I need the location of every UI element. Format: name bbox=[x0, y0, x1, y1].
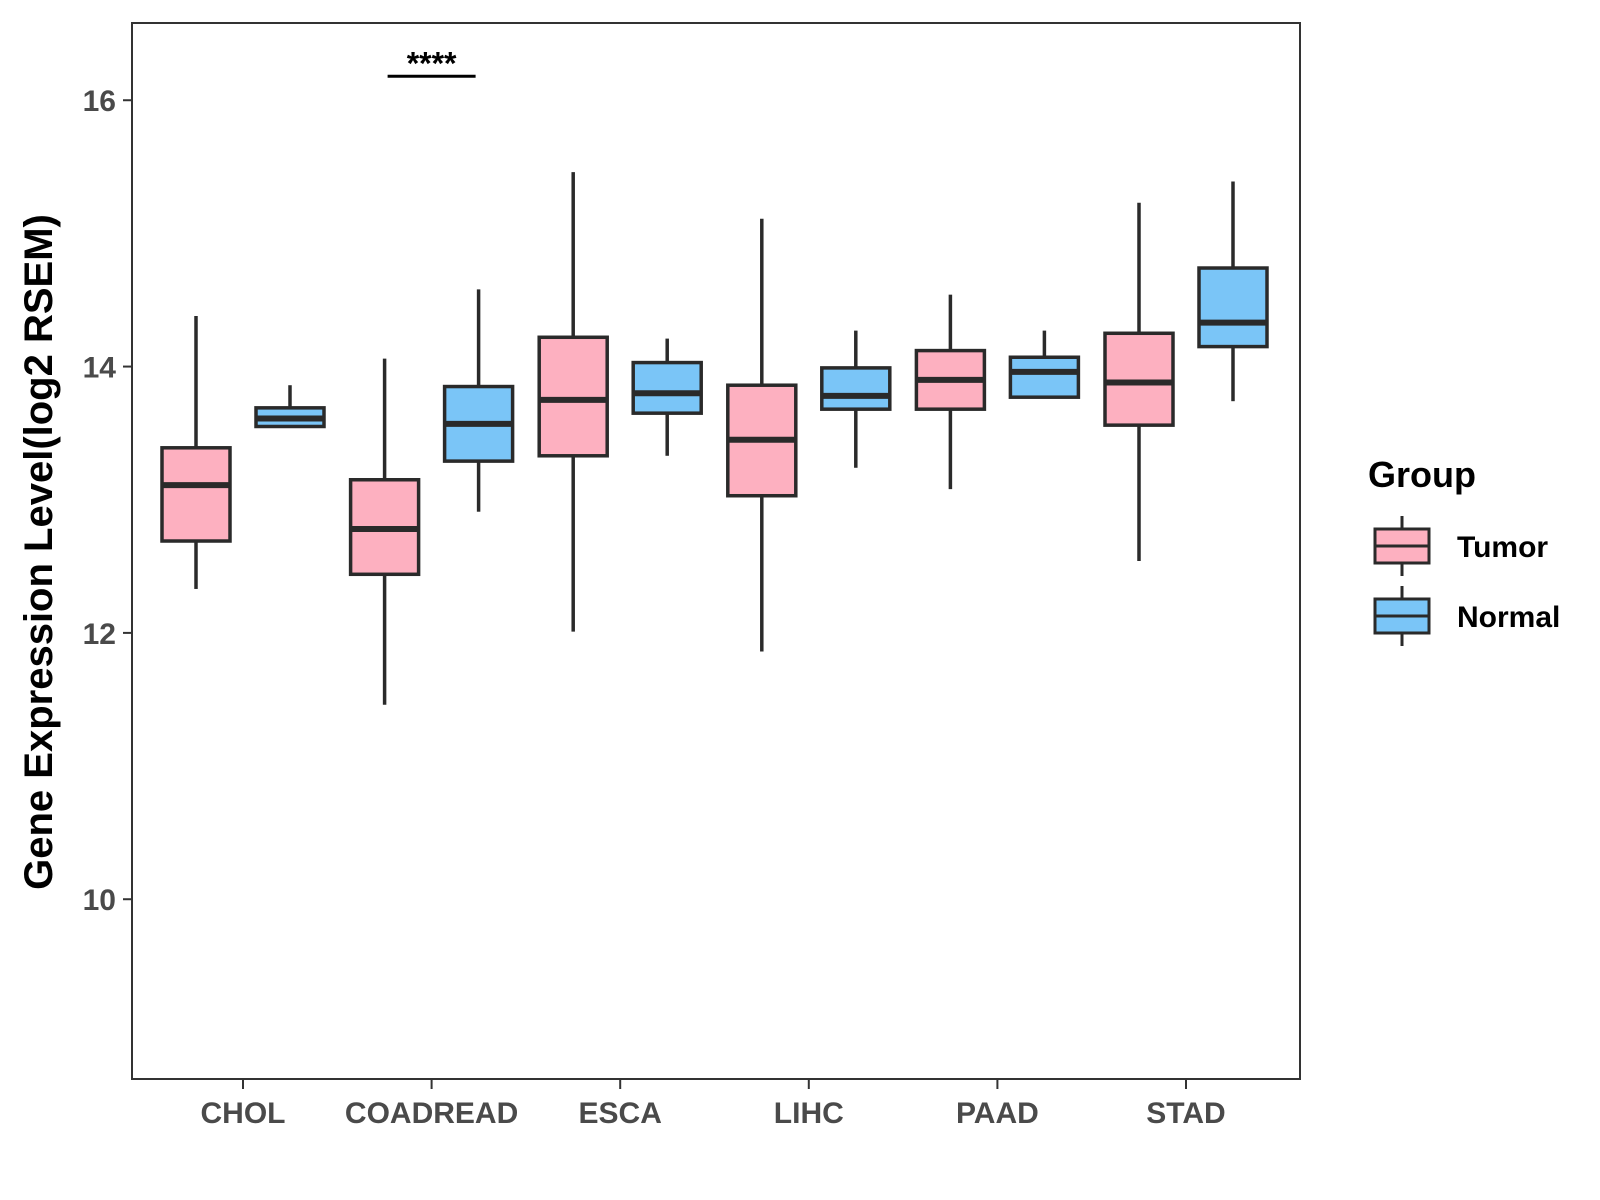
legend-title: Group bbox=[1368, 454, 1476, 495]
iqr-box bbox=[537, 335, 609, 458]
plot-layer: 10 12 14 16 CHOL COADREAD ESCA LIHC PAAD STAD **** bbox=[83, 45, 1269, 1130]
normal-box-coadread bbox=[442, 289, 515, 512]
iqr-box bbox=[160, 446, 232, 543]
legend: Group Tumor Normal bbox=[1368, 454, 1560, 646]
tumor-box-chol bbox=[160, 315, 232, 589]
iqr-box bbox=[1197, 266, 1269, 349]
y-tick-label: 10 bbox=[83, 884, 116, 917]
normal-box-esca bbox=[631, 338, 703, 456]
iqr-box bbox=[1008, 355, 1081, 399]
tumor-box-esca bbox=[537, 172, 609, 632]
x-tick-label: LIHC bbox=[774, 1097, 844, 1130]
significance-label: **** bbox=[407, 45, 457, 81]
tumor-box-coadread bbox=[348, 358, 421, 705]
legend-label: Normal bbox=[1457, 601, 1560, 634]
normal-box-stad bbox=[1197, 181, 1269, 402]
legend-label: Tumor bbox=[1457, 531, 1548, 564]
tumor-box-stad bbox=[1103, 202, 1175, 561]
y-axis-title: Gene Expression Level(log2 RSEM) bbox=[17, 214, 61, 890]
tumor-box-lihc bbox=[726, 218, 798, 652]
normal-box-paad bbox=[1008, 330, 1081, 399]
x-tick-label: COADREAD bbox=[345, 1097, 518, 1130]
y-tick-label: 12 bbox=[83, 618, 116, 651]
x-tick-label: ESCA bbox=[579, 1097, 662, 1130]
legend-key-tumor: Tumor bbox=[1373, 516, 1548, 576]
normal-box-lihc bbox=[820, 330, 892, 468]
iqr-box bbox=[1103, 331, 1175, 427]
x-tick-label: PAAD bbox=[956, 1097, 1039, 1130]
y-tick-label: 16 bbox=[83, 85, 116, 118]
tumor-box-paad bbox=[914, 294, 987, 490]
plot-panel bbox=[131, 22, 1301, 1080]
legend-keys: Tumor Normal bbox=[1373, 516, 1560, 646]
x-tick-label: CHOL bbox=[201, 1097, 286, 1130]
x-tick-label: STAD bbox=[1146, 1097, 1225, 1130]
y-tick-label: 14 bbox=[83, 352, 117, 385]
normal-box-chol bbox=[254, 385, 326, 429]
iqr-box bbox=[820, 366, 892, 411]
iqr-box bbox=[631, 360, 703, 415]
legend-key-normal: Normal bbox=[1373, 586, 1560, 646]
